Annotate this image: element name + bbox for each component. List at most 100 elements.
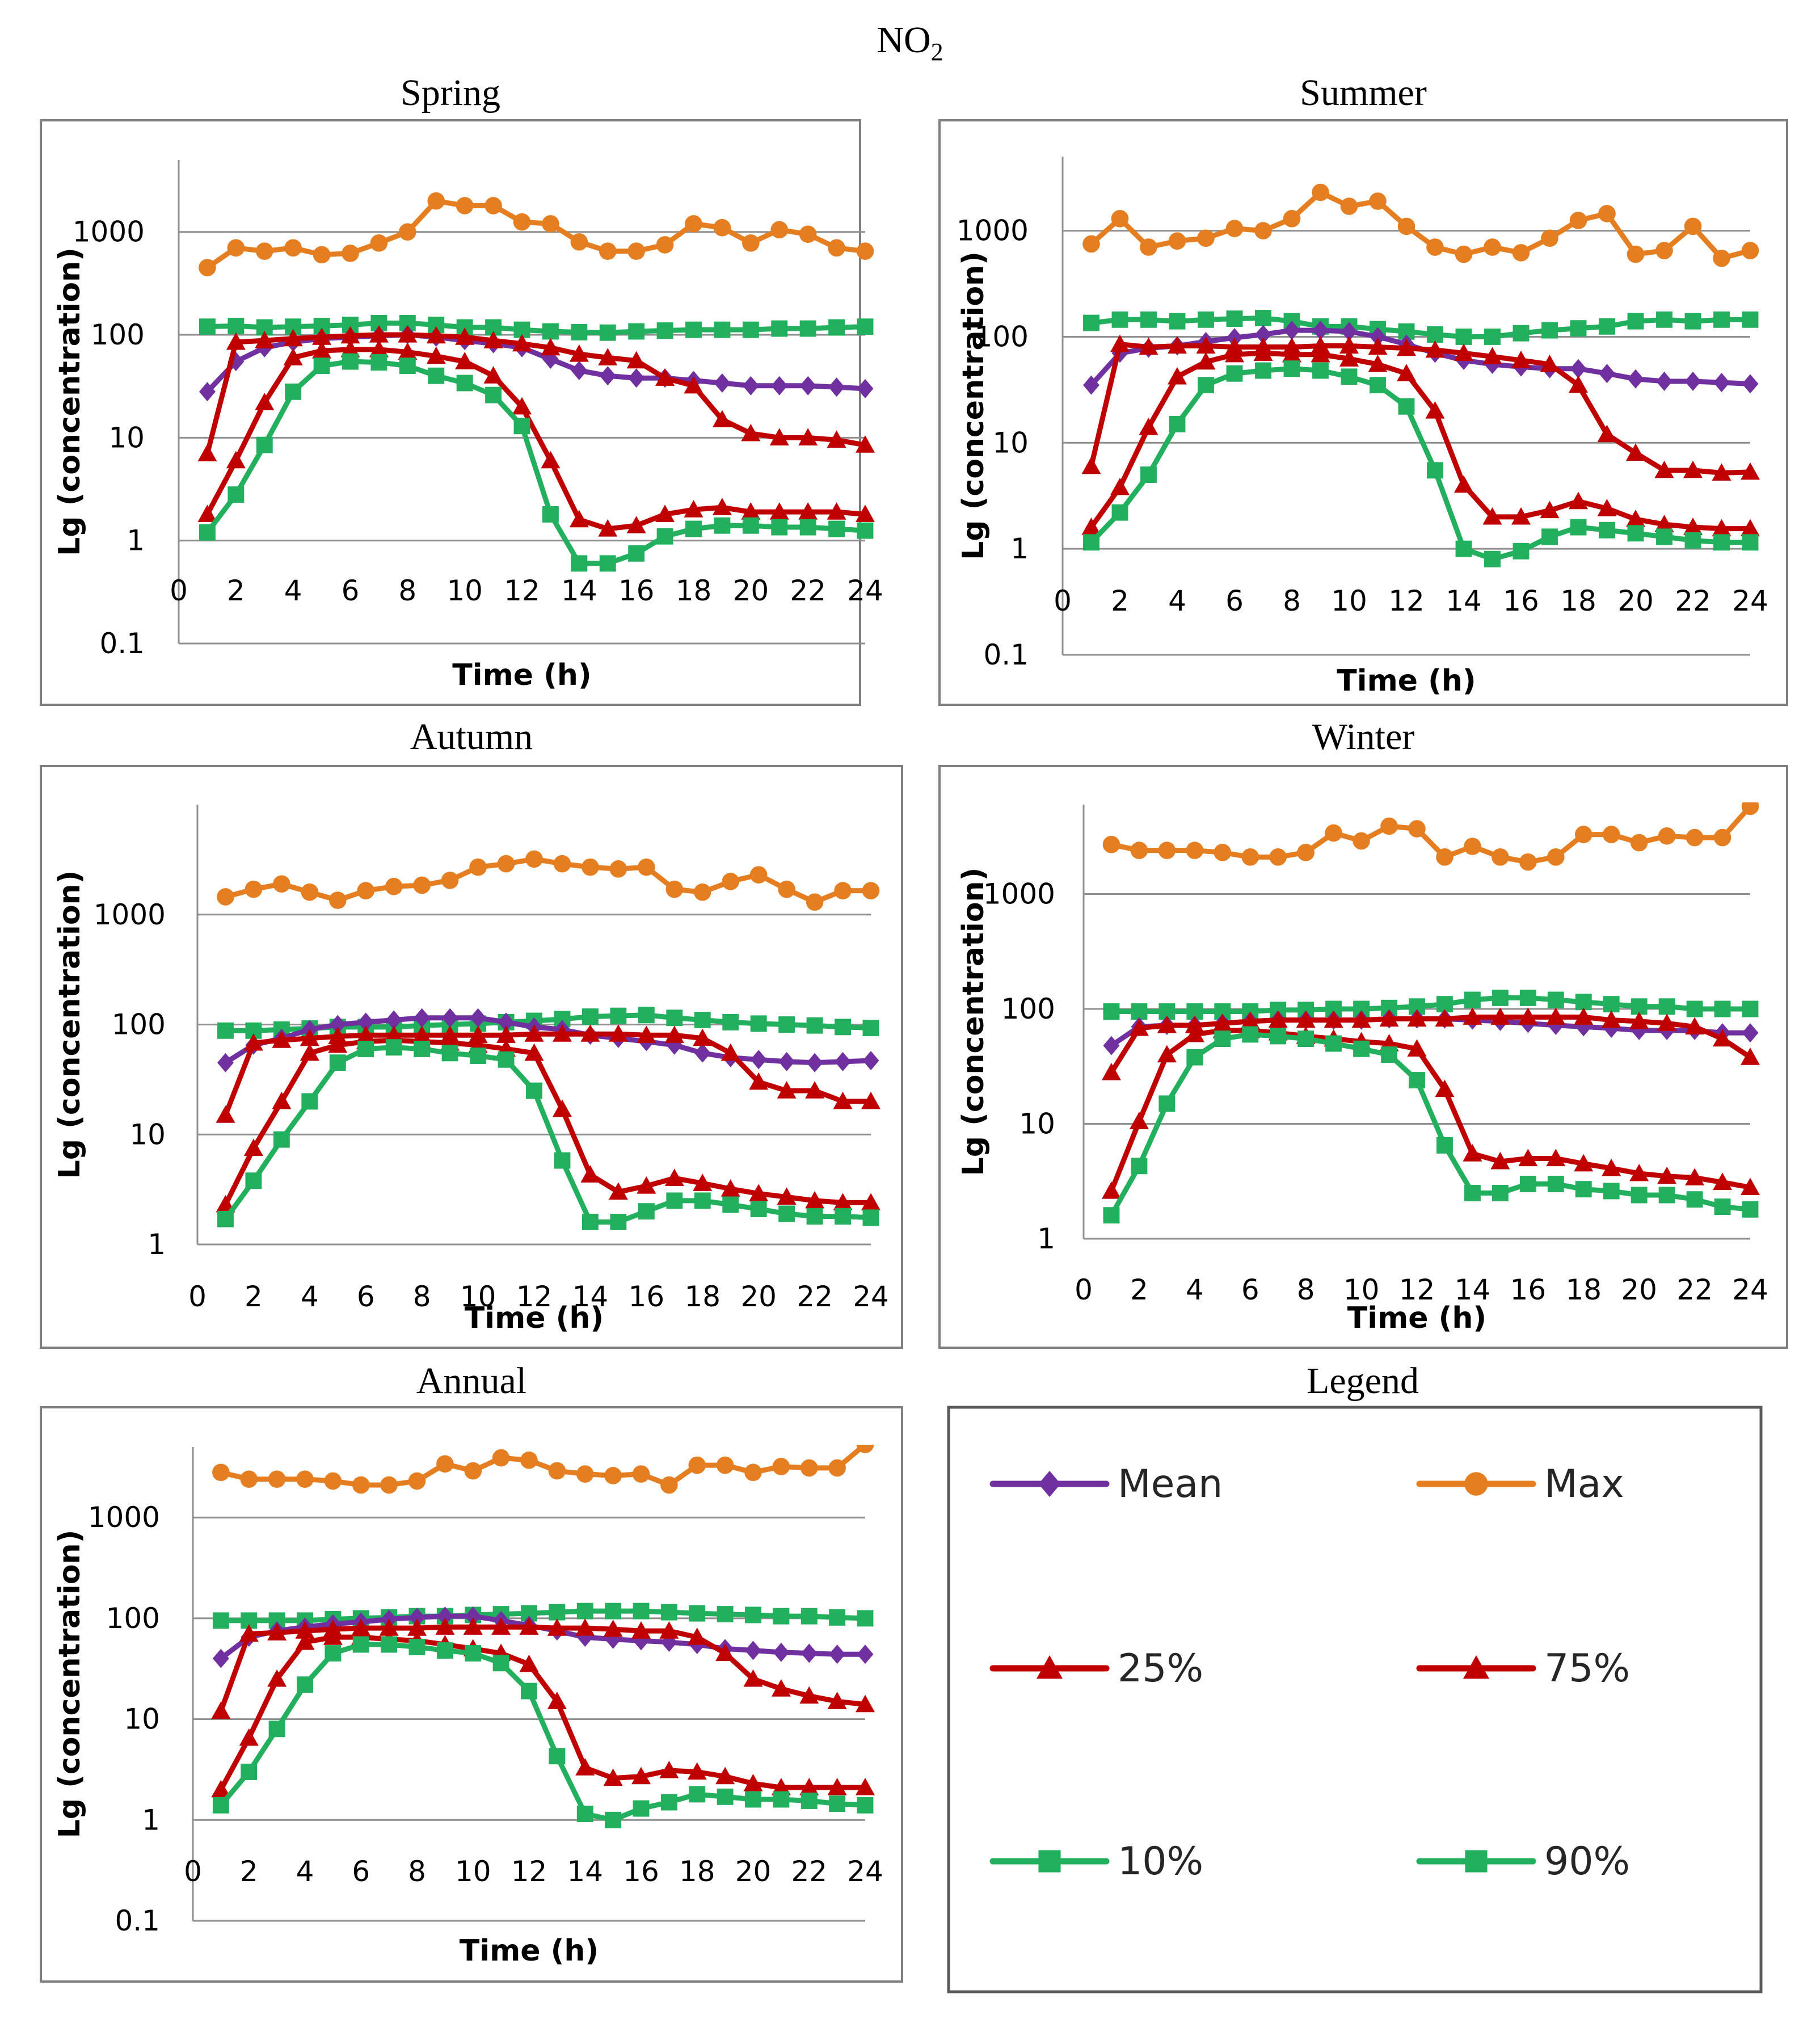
y-tick-label: 1: [148, 1228, 166, 1261]
data-point-max: [370, 234, 388, 252]
y-tick-label: 1000: [94, 898, 166, 931]
x-tick-label: 4: [284, 574, 302, 607]
x-tick-label: 2: [1130, 1273, 1148, 1306]
data-point-p90: [1570, 320, 1587, 337]
data-point-p75: [1626, 443, 1645, 461]
data-point-p10: [470, 1048, 487, 1064]
data-point-p25: [1253, 343, 1273, 361]
data-point-mean: [1742, 374, 1759, 394]
data-point-p90: [829, 1609, 846, 1626]
data-point-p75: [715, 1643, 735, 1662]
data-point-p90: [1656, 311, 1672, 328]
data-point-max: [1186, 842, 1204, 859]
data-point-p75: [351, 1618, 371, 1636]
data-point-p10: [1131, 1158, 1148, 1175]
data-point-p90: [1519, 989, 1536, 1006]
data-point-p25: [712, 498, 732, 515]
x-tick-label: 16: [618, 574, 655, 607]
data-point-p10: [1083, 534, 1099, 551]
series-p90-line: [204, 320, 868, 335]
data-point-p10: [1714, 1198, 1731, 1215]
data-point-max: [1197, 229, 1215, 247]
data-point-p10: [1140, 466, 1157, 483]
x-tick-label: 0: [170, 574, 188, 607]
data-point-max: [324, 1472, 342, 1490]
panel-winter-title: Winter: [1312, 716, 1415, 758]
data-point-p75: [369, 325, 389, 343]
data-point-p10: [745, 1791, 761, 1808]
data-point-p25: [655, 504, 675, 522]
series-p10-line: [1109, 1032, 1753, 1218]
series-p75: [1081, 334, 1760, 481]
data-point-p25: [1081, 518, 1101, 535]
data-point-max: [1741, 242, 1759, 259]
data-point-p10: [660, 1794, 677, 1811]
data-point-p25: [1683, 518, 1703, 535]
x-tick-label: 20: [740, 1280, 777, 1313]
data-point-p75: [856, 435, 875, 453]
data-point-p10: [428, 367, 445, 384]
data-point-mean: [773, 1642, 790, 1662]
x-tick-label: 4: [296, 1855, 314, 1888]
data-point-p90: [1226, 310, 1243, 327]
panel-summer-frame: [938, 119, 1788, 706]
data-point-max: [328, 891, 347, 909]
data-point-p10: [714, 517, 731, 534]
data-point-p75: [771, 1679, 791, 1697]
data-point-p25: [1629, 1163, 1649, 1181]
data-point-p75: [463, 1617, 483, 1635]
data-point-mean: [212, 1648, 229, 1668]
data-point-p75: [1157, 1015, 1177, 1033]
data-point-p10: [1599, 521, 1615, 539]
data-point-p75: [1540, 354, 1560, 372]
x-tick-label: 22: [1675, 584, 1711, 617]
data-point-p10: [1742, 1201, 1759, 1218]
data-point-max: [1168, 232, 1186, 250]
data-point-p75: [267, 1623, 287, 1641]
data-point-p10: [771, 519, 788, 536]
x-tick-label: 12: [504, 574, 540, 607]
data-point-max: [744, 1463, 762, 1482]
data-point-max: [1369, 192, 1387, 210]
y-tick-label: 10: [129, 1118, 166, 1151]
data-point-p25: [1657, 1166, 1677, 1184]
data-point-p10: [1353, 1040, 1370, 1057]
data-point-p75: [1110, 334, 1130, 352]
data-point-p25: [721, 1179, 740, 1197]
x-tick-label: 10: [1343, 1273, 1380, 1306]
data-point-max: [1713, 828, 1731, 847]
data-point-mean: [329, 1015, 346, 1034]
data-point-p90: [576, 1602, 593, 1620]
data-point-p25: [856, 1778, 875, 1795]
data-point-p25: [512, 397, 532, 415]
data-point-max: [656, 236, 674, 254]
y-tick-label: 10: [992, 426, 1029, 459]
data-point-max: [1254, 222, 1272, 239]
data-point-p75: [379, 1618, 399, 1636]
data-point-p25: [426, 346, 446, 364]
data-point-p75: [1379, 1009, 1399, 1027]
data-point-p25: [827, 1778, 847, 1795]
data-point-p90: [628, 323, 645, 340]
x-tick-label: 2: [227, 574, 245, 607]
data-point-p25: [1741, 519, 1760, 537]
x-tick-label: 6: [1241, 1273, 1259, 1306]
data-point-max: [1492, 848, 1509, 866]
data-point-p10: [857, 1797, 874, 1814]
data-point-p90: [666, 1010, 683, 1027]
data-point-p25: [608, 1182, 628, 1200]
data-point-max: [1158, 842, 1176, 859]
panel-spring-y-label: Lg (concentration): [53, 247, 87, 556]
x-tick-label: 0: [1054, 584, 1072, 617]
data-point-p90: [1492, 989, 1509, 1006]
data-point-p25: [741, 502, 761, 520]
data-point-p75: [1597, 424, 1617, 443]
data-point-mean: [1656, 371, 1672, 391]
data-point-mean: [470, 1008, 487, 1028]
x-tick-label: 18: [684, 1280, 721, 1313]
data-point-max: [525, 850, 543, 868]
series-max-line: [1089, 190, 1753, 261]
data-point-p25: [827, 502, 846, 520]
